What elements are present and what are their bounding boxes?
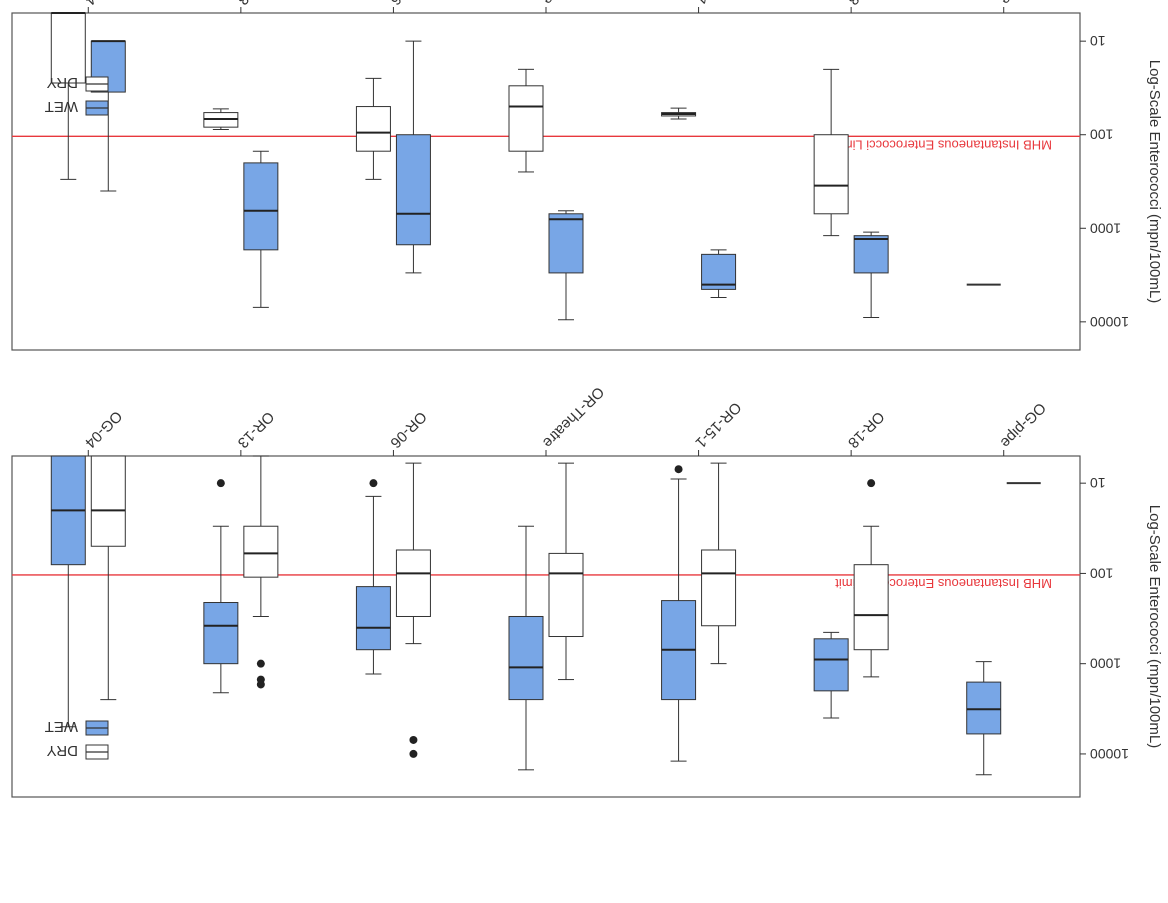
- y-axis-label: Log-Scale Enterococci (mpn/100mL): [1146, 60, 1163, 303]
- box-wet-or-13: [203, 479, 239, 694]
- x-tick-label: OR-13: [234, 408, 277, 451]
- plot-frame: [11, 455, 1081, 798]
- limit-line-label: MHB Instantaneous Enterococci Limit: [835, 137, 1052, 152]
- outlier-point: [369, 479, 378, 488]
- box-body: [853, 564, 889, 651]
- limit-line-label: MHB Instantaneous Enterococci Limit: [835, 576, 1052, 591]
- box-dry-or-theatre: [508, 68, 544, 173]
- box-body: [395, 134, 431, 246]
- x-tick-label: OG-pipe: [997, 399, 1049, 451]
- box-body: [355, 586, 391, 651]
- chart-panel-2: 10 100 1000 10000 Log-Scale Enterococci (mpn…: [11, 0, 1163, 351]
- x-tick-label: OR-15-1: [692, 398, 745, 451]
- x-tick-label: OG-04: [81, 407, 125, 451]
- y-tick-label: 100: [1090, 565, 1114, 581]
- box-dry-or-15-1: [661, 107, 697, 120]
- box-body: [966, 681, 1002, 735]
- y-tick-label: 10000: [1090, 314, 1129, 330]
- chart-panel-1: 10 100 1000 10000 Log-Scale Enterococci (mpn…: [11, 383, 1163, 798]
- box-body: [813, 134, 849, 215]
- box-dry-or-18: [853, 479, 889, 678]
- y-tick-label: 1000: [1090, 656, 1121, 672]
- legend: DRY WET: [45, 74, 109, 116]
- outlier-point: [409, 735, 418, 744]
- outlier-point: [216, 479, 225, 488]
- x-tick-label: OR-Theatre: [539, 0, 607, 8]
- box-dry-or-theatre: [548, 462, 584, 681]
- box-body: [548, 213, 584, 274]
- box-body: [813, 638, 849, 692]
- box-dry-or-06: [355, 77, 391, 180]
- box-wet-or-06: [355, 479, 391, 675]
- box-body: [355, 106, 391, 152]
- x-tick-label: OR-06: [387, 0, 430, 8]
- x-tick-label: OR-18: [844, 0, 887, 8]
- x-tick-label: OG-pipe: [997, 0, 1049, 8]
- outlier-point: [409, 749, 418, 758]
- x-tick-label: OR-Theatre: [539, 383, 607, 451]
- box-wet-og-04: [90, 40, 126, 192]
- box-wet-og-pipe: [966, 661, 1002, 776]
- legend-label-wet: WET: [45, 718, 78, 735]
- y-axis-label: Log-Scale Enterococci (mpn/100mL): [1146, 505, 1163, 748]
- x-tick-label: OR-13: [234, 0, 277, 8]
- legend: DRY WET: [45, 718, 109, 760]
- box-body: [243, 525, 279, 578]
- box-body: [50, 12, 86, 84]
- box-wet-og-04: [50, 455, 86, 728]
- outlier-point: [674, 465, 683, 474]
- x-tick-label: OR-18: [844, 408, 887, 451]
- box-body: [701, 253, 737, 290]
- box-dry-or-13: [203, 108, 239, 131]
- outlier-point: [867, 479, 876, 488]
- box-body: [90, 455, 126, 547]
- legend-label-dry: DRY: [47, 74, 78, 91]
- box-body: [701, 549, 737, 627]
- y-tick-label: 1000: [1090, 220, 1121, 236]
- box-dry-or-18: [813, 68, 849, 237]
- box-body: [508, 85, 544, 152]
- outlier-point: [256, 680, 265, 689]
- box-wet-or-theatre: [508, 525, 544, 771]
- x-tick-label: OG-04: [81, 0, 125, 8]
- box-dry-or-15-1: [701, 462, 737, 665]
- box-body: [243, 162, 279, 251]
- x-tick-label: OR-06: [387, 408, 430, 451]
- box-wet-or-18: [813, 631, 849, 719]
- y-tick-label: 10000: [1090, 746, 1129, 762]
- box-body: [853, 235, 889, 274]
- box-wet-or-13: [243, 150, 279, 308]
- box-dry-og-04: [90, 455, 126, 701]
- box-wet-or-theatre: [548, 210, 584, 321]
- x-tick-label: OR-15-1: [692, 0, 745, 8]
- legend-label-wet: WET: [45, 98, 78, 115]
- box-dry-og-04: [50, 12, 86, 180]
- box-wet-or-15-1: [701, 249, 737, 299]
- box-body: [508, 615, 544, 701]
- y-tick-label: 10: [1090, 33, 1106, 49]
- legend-label-dry: DRY: [47, 742, 78, 759]
- box-wet-or-18: [853, 231, 889, 319]
- box-body: [203, 602, 239, 665]
- box-wet-or-06: [395, 40, 431, 274]
- box-body: [548, 552, 584, 638]
- y-tick-label: 100: [1090, 127, 1114, 143]
- box-wet-or-15-1: [661, 465, 697, 762]
- box-dry-or-13: [243, 455, 279, 689]
- box-dry-or-06: [395, 462, 431, 758]
- outlier-point: [256, 659, 265, 668]
- plot-frame: [11, 12, 1081, 351]
- box-body: [395, 549, 431, 617]
- y-tick-label: 10: [1090, 475, 1106, 491]
